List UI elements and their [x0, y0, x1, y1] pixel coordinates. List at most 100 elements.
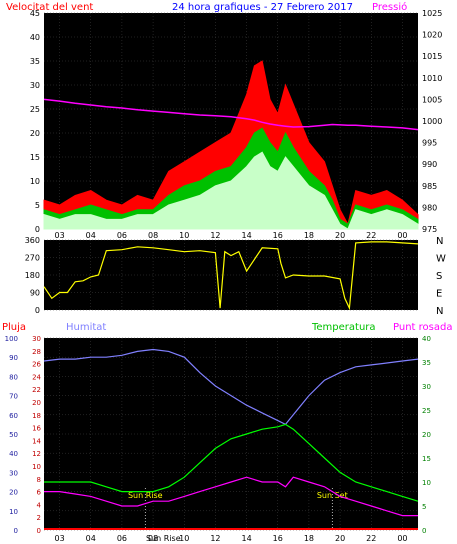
humidity-series: [43, 348, 419, 426]
sun-annotations: Sun Rise Sun Set: [128, 488, 348, 530]
dewpoint-title: Punt rosada: [393, 322, 452, 333]
y-right-tick-label: 975: [422, 225, 437, 234]
temperature-tick-label: 5: [422, 503, 426, 511]
wind-speed-axis: 0 5 10 15 20 25 30 35 40 45: [30, 9, 40, 234]
y-tick-label: 360: [25, 236, 40, 245]
x-tick-label: 16: [273, 534, 283, 543]
wind-direction-series: [43, 241, 419, 311]
y-tick-label: 270: [25, 254, 40, 263]
compass-label: S: [436, 271, 442, 282]
temperature-tick-label: 30: [422, 383, 431, 391]
y-tick-label: 10: [30, 177, 40, 186]
y-tick-label: 15: [30, 153, 40, 162]
x-tick-label: 03: [54, 231, 64, 240]
temperature-tick-label: 20: [422, 431, 431, 439]
compass-label: N: [436, 236, 443, 247]
temperature-tick-label: 40: [422, 335, 431, 343]
rain-tick-label: 10: [32, 463, 41, 471]
temperature-tick-label: 15: [422, 455, 431, 463]
x-tick-label: 22: [366, 231, 376, 240]
x-tick-label: 10: [179, 534, 189, 543]
humidity-tick-label: 70: [9, 393, 18, 401]
pressure-series: [43, 98, 419, 131]
humidity-tick-label: 90: [9, 354, 18, 362]
x-tick-label: 16: [273, 231, 283, 240]
x-tick-label: 10: [179, 231, 189, 240]
rain-tick-label: 30: [32, 335, 41, 343]
rain-tick-label: 12: [32, 450, 41, 458]
wind-time-axis: 03 04 06 08 10 12 14 16 18 20 22 00: [54, 231, 407, 240]
rain-tick-label: 6: [37, 489, 42, 497]
rain-tick-label: 20: [32, 399, 41, 407]
rain-tick-label: 18: [32, 412, 41, 420]
humidity-title: Humitat: [66, 322, 106, 333]
temperature-tick-label: 0: [422, 527, 426, 535]
temperature-tick-label: 35: [422, 359, 431, 367]
x-tick-label: 06: [117, 534, 127, 543]
x-tick-label: 04: [86, 534, 96, 543]
x-tick-label: 18: [304, 534, 314, 543]
y-right-tick-label: 1005: [422, 95, 442, 104]
y-tick-label: 30: [30, 81, 40, 90]
y-right-tick-label: 1000: [422, 117, 442, 126]
x-tick-label: 12: [210, 534, 220, 543]
y-tick-label: 90: [30, 289, 40, 298]
humidity-tick-label: 0: [14, 527, 18, 535]
y-tick-label: 40: [30, 33, 40, 42]
y-right-tick-label: 980: [422, 203, 437, 212]
x-tick-label: 12: [210, 231, 220, 240]
x-tick-label: 03: [54, 534, 64, 543]
y-tick-label: 5: [35, 201, 40, 210]
compass-label: W: [436, 254, 446, 265]
wind-speed-series: [43, 151, 419, 230]
rain-title: Pluja: [2, 322, 26, 333]
direction-axis: 0 90 180 270 360: [25, 236, 40, 315]
x-tick-label: 18: [304, 231, 314, 240]
y-right-tick-label: 1025: [422, 9, 442, 18]
sun-marker-label: Sun Set: [317, 491, 348, 500]
x-tick-label: 00: [397, 534, 407, 543]
rain-tick-label: 14: [32, 437, 41, 445]
y-tick-label: 20: [30, 129, 40, 138]
temperature-tick-label: 25: [422, 407, 431, 415]
rain-tick-label: 4: [37, 501, 42, 509]
y-right-tick-label: 1010: [422, 74, 442, 83]
humidity-tick-label: 60: [9, 412, 18, 420]
humidity-tick-label: 20: [9, 489, 18, 497]
temperature-axis: 0 5 10 15 20 25 30 35 40: [422, 335, 431, 535]
humidity-tick-label: 10: [9, 508, 18, 516]
y-right-tick-label: 1015: [422, 52, 442, 61]
rain-tick-label: 8: [37, 476, 41, 484]
y-right-tick-label: 995: [422, 139, 437, 148]
chart-main-title: 24 hora grafiques - 27 Febrero 2017: [172, 2, 353, 13]
humidity-axis: 0 10 20 30 40 50 60 70 80 90 100: [5, 335, 18, 535]
wind-speed-title: Velocitat del vent: [6, 2, 93, 13]
y-tick-label: 180: [25, 271, 40, 280]
y-tick-label: 35: [30, 57, 40, 66]
y-right-tick-label: 1020: [422, 31, 442, 40]
pressure-axis: 975 980 985 990 995 1000 1005 1010 1015 1020 1025: [422, 9, 442, 234]
x-tick-label: 20: [335, 534, 345, 543]
compass-label: N: [436, 306, 443, 317]
x-tick-label: 04: [86, 231, 96, 240]
rain-tick-label: 0: [37, 527, 41, 535]
temperature-tick-label: 10: [422, 479, 431, 487]
temperature-series: [44, 423, 419, 502]
temperature-title: Temperatura: [311, 322, 376, 333]
x-tick-label: 20: [335, 231, 345, 240]
compass-label: E: [436, 289, 442, 300]
humidity-tick-label: 80: [9, 373, 18, 381]
rain-tick-label: 22: [32, 386, 41, 394]
humidity-tick-label: 50: [9, 431, 18, 439]
x-tick-label: 14: [241, 231, 251, 240]
humidity-time-axis: 03 04 06 08 10 12 14 16 18 20 22 00: [54, 534, 407, 543]
y-right-tick-label: 990: [422, 160, 437, 169]
humidity-tick-label: 40: [9, 450, 18, 458]
x-tick-label: 06: [117, 231, 127, 240]
y-tick-label: 45: [30, 9, 40, 18]
y-tick-label: 0: [35, 225, 40, 234]
x-tick-label: 00: [397, 231, 407, 240]
sun-rise-bottom-label: Sun Rise: [146, 534, 181, 543]
